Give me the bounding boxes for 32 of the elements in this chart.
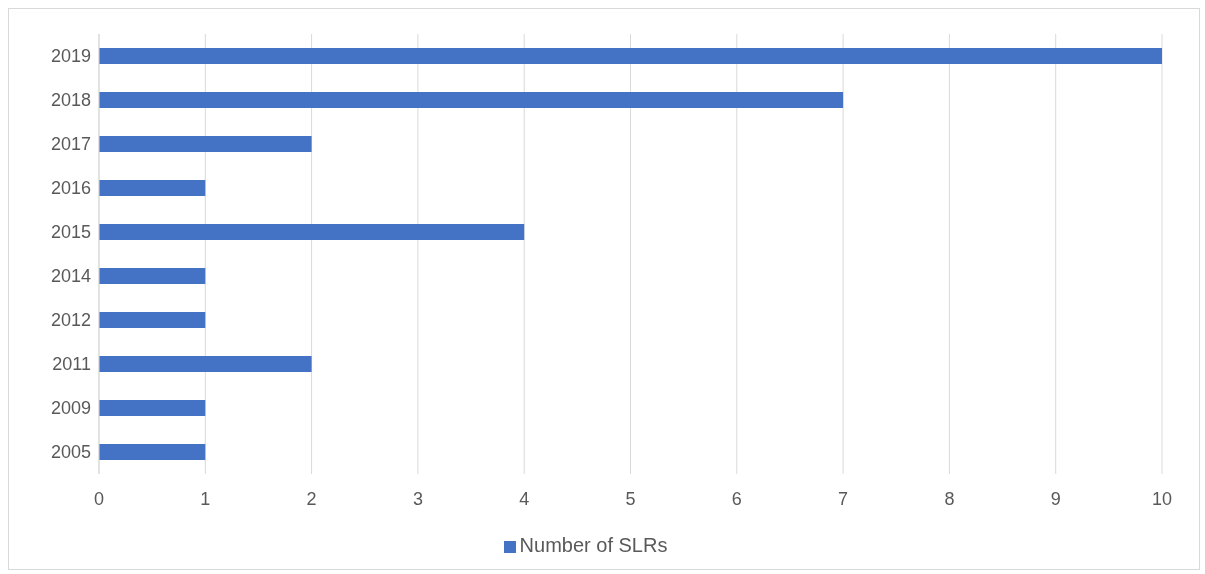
bar (99, 312, 206, 328)
bar (99, 136, 312, 152)
x-tick-label: 6 (731, 488, 742, 509)
y-tick-label: 2019 (50, 46, 91, 67)
y-tick-label: 2017 (50, 134, 91, 155)
bar (99, 92, 844, 108)
bar (99, 356, 312, 372)
x-tick-label: 5 (625, 488, 636, 509)
bar (99, 268, 206, 284)
legend-label: Number of SLRs (519, 534, 668, 556)
x-tick-label: 0 (93, 488, 105, 509)
bar (99, 180, 206, 196)
x-tick-label: 1 (200, 488, 211, 509)
y-tick-label: 2014 (50, 266, 91, 287)
bar (99, 48, 1162, 64)
x-tick-label: 4 (519, 488, 530, 509)
y-tick-label: 2005 (50, 442, 91, 463)
y-tick-label: 2011 (52, 354, 91, 375)
x-tick-label: 9 (1050, 488, 1061, 509)
y-tick-label: 2012 (50, 310, 91, 331)
x-tick-label: 8 (944, 488, 955, 509)
y-tick-label: 2018 (50, 90, 91, 111)
x-tick-label: 2 (306, 488, 317, 509)
y-tick-label: 2009 (50, 398, 91, 419)
bar (99, 400, 206, 416)
y-tick-label: 2015 (50, 222, 91, 243)
x-tick-label: 7 (838, 488, 849, 509)
bar (99, 224, 525, 240)
x-tick-label: 3 (412, 488, 423, 509)
x-tick-label: 10 (1151, 488, 1173, 509)
y-tick-label: 2016 (50, 178, 91, 199)
bar (99, 444, 206, 460)
